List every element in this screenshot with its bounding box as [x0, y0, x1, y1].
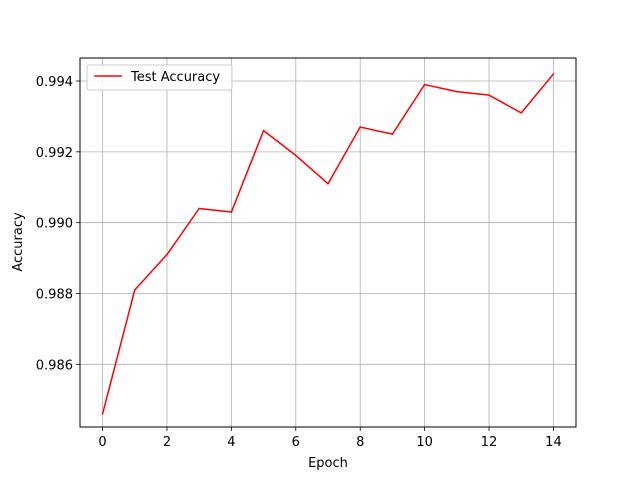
legend: Test Accuracy: [86, 64, 233, 91]
data-point: [327, 182, 329, 185]
data-point: [101, 413, 104, 415]
y-tick-label: 0.994: [36, 75, 73, 90]
plot-frame: [79, 57, 577, 428]
legend-box: [86, 64, 233, 91]
y-tick-label: 0.986: [36, 358, 73, 373]
x-tick-label: 0: [98, 435, 106, 450]
data-point: [133, 289, 136, 291]
data-point: [230, 211, 233, 213]
data-point: [520, 112, 523, 114]
x-tick-label: 8: [356, 435, 364, 450]
data-point: [166, 253, 168, 256]
data-point: [294, 154, 297, 157]
data-point: [198, 207, 200, 210]
x-tick-label: 14: [545, 435, 562, 450]
x-tick-label: 10: [416, 435, 433, 450]
y-tick-label: 0.990: [36, 217, 73, 232]
x-tick-label: 6: [292, 435, 300, 450]
y-axis-label: Accuracy: [11, 212, 26, 272]
legend-label: Test Accuracy: [130, 70, 220, 85]
x-tick-label: 4: [227, 435, 235, 450]
x-axis-ticks: 0 2 4 6 8 10 12 14: [98, 427, 562, 450]
x-tick-label: 2: [163, 435, 171, 450]
data-point: [456, 90, 458, 93]
data-point: [552, 73, 555, 75]
data-point: [262, 129, 265, 132]
data-point: [391, 133, 394, 135]
y-axis-ticks: 0.986 0.988 0.990 0.992 0.994: [36, 75, 80, 373]
data-point: [359, 126, 362, 128]
data-series: [101, 73, 555, 415]
data-point: [488, 94, 490, 96]
x-axis-label: Epoch: [308, 456, 348, 471]
y-tick-label: 0.988: [36, 287, 73, 302]
grid-lines: [80, 58, 576, 427]
y-tick-label: 0.992: [36, 146, 73, 161]
data-point: [423, 83, 426, 86]
x-tick-label: 12: [481, 435, 498, 450]
